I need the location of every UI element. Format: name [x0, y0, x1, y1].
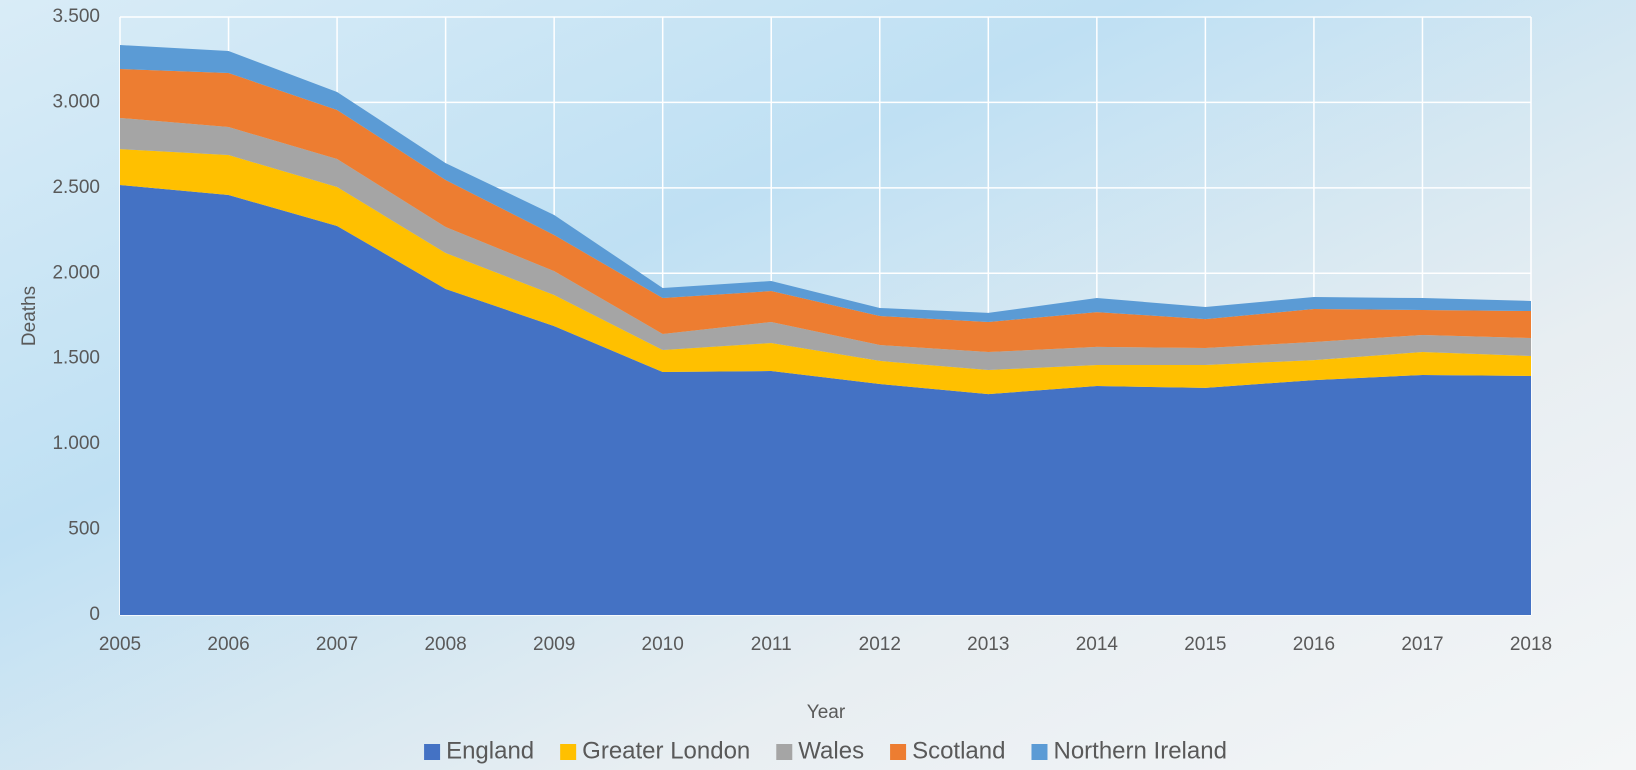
legend-label: Scotland: [912, 737, 1005, 764]
legend-swatch: [560, 744, 577, 760]
x-tick-label: 2015: [1184, 634, 1226, 655]
x-axis-label: Year: [807, 702, 846, 723]
x-tick-label: 2005: [99, 634, 141, 655]
y-tick-label: 2.000: [52, 262, 100, 283]
x-tick-label: 2008: [424, 634, 466, 655]
area: [120, 68, 1531, 353]
x-tick-label: 2011: [751, 634, 792, 655]
legend-label: Northern Ireland: [1053, 737, 1226, 764]
y-axis-label: Deaths: [19, 286, 40, 346]
x-tick-label: 2010: [642, 634, 684, 655]
area: [120, 184, 1531, 615]
y-tick-label: 3.500: [52, 6, 100, 27]
legend-label: Greater London: [582, 737, 750, 764]
area: [120, 117, 1531, 370]
y-tick-label: 500: [68, 519, 100, 540]
x-tick-label: 2018: [1510, 634, 1552, 655]
legend-swatch: [890, 744, 907, 760]
x-tick-label: 2006: [207, 634, 249, 655]
area: [120, 149, 1531, 395]
y-tick-label: 3.000: [52, 91, 100, 112]
legend-swatch: [776, 744, 793, 760]
legend-swatch: [424, 744, 441, 760]
x-tick-label: 2007: [316, 634, 358, 655]
x-tick-label: 2013: [967, 634, 1009, 655]
x-tick-label: 2012: [859, 634, 901, 655]
y-tick-label: 2.500: [52, 177, 100, 198]
legend-swatch: [1031, 744, 1048, 760]
x-tick-label: 2016: [1293, 634, 1335, 655]
x-tick-label: 2017: [1401, 634, 1443, 655]
area: [120, 45, 1531, 322]
y-tick-label: 1.500: [52, 348, 100, 369]
x-tick-label: 2009: [533, 634, 575, 655]
legend-label: Wales: [798, 737, 864, 764]
legend-label: England: [446, 737, 534, 764]
y-tick-label: 1.000: [52, 433, 100, 454]
y-tick-label: 0: [89, 604, 100, 625]
x-tick-label: 2014: [1076, 634, 1119, 655]
